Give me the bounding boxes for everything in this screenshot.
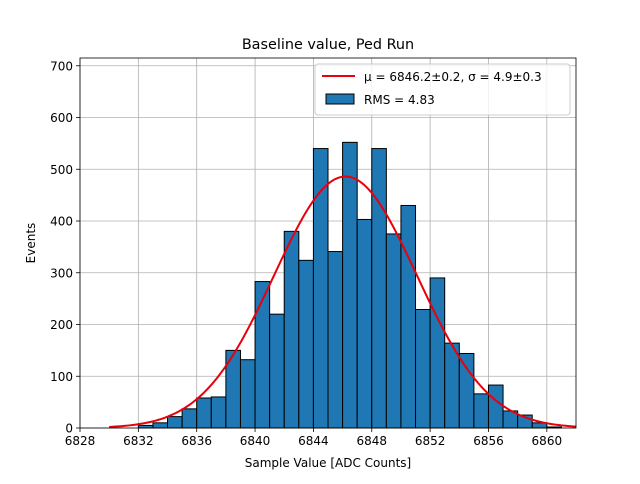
y-axis: 0 100 200 300 400 500 600 700: [50, 59, 80, 436]
legend-fit-label: μ = 6846.2±0.2, σ = 4.9±0.3: [364, 70, 542, 84]
x-tick-label: 6828: [65, 434, 96, 448]
x-axis-label: Sample Value [ADC Counts]: [245, 456, 411, 470]
histogram-bar: [152, 422, 169, 429]
histogram-bar: [298, 259, 314, 429]
histogram-bar: [429, 277, 446, 429]
legend-box: [314, 63, 571, 116]
histogram-bar: [444, 342, 460, 429]
y-tick-label: 300: [50, 266, 73, 280]
histogram-bar: [327, 251, 344, 429]
y-tick-label: 0: [65, 422, 73, 436]
histogram-bar: [210, 396, 227, 429]
histogram-bar: [181, 408, 198, 429]
histogram-bar: [415, 308, 431, 429]
histogram-bar: [167, 416, 183, 429]
x-axis: 6828 6832 6836 6840 6844 6848 6852 6856 6860: [65, 428, 562, 448]
histogram-bar: [385, 233, 402, 429]
plot-frame: [79, 57, 577, 429]
x-tick-label: 6852: [415, 434, 446, 448]
y-tick-label: 100: [50, 370, 73, 384]
legend-histogram-swatch: [325, 93, 355, 105]
x-tick-label: 6844: [298, 434, 329, 448]
histogram-bar: [196, 397, 212, 429]
x-tick-label: 6860: [532, 434, 563, 448]
y-tick-label: 500: [50, 163, 73, 177]
histogram-bar: [269, 313, 285, 429]
histogram-bar: [487, 384, 504, 429]
y-tick-label: 600: [50, 111, 73, 125]
histogram-bar: [283, 230, 300, 429]
histogram-bar: [356, 218, 373, 429]
x-tick-label: 6836: [181, 434, 212, 448]
histogram-bar: [371, 148, 387, 429]
legend: μ = 6846.2±0.2, σ = 4.9±0.3 RMS = 4.83: [314, 63, 571, 116]
histogram-bar: [400, 204, 417, 429]
gaussian-fit-curve: [109, 175, 577, 428]
histogram-bar: [342, 141, 358, 429]
histogram-bars: [137, 141, 562, 429]
x-tick-label: 6848: [356, 434, 387, 448]
y-axis-label: Events: [24, 223, 38, 264]
y-tick-label: 700: [50, 59, 73, 73]
histogram-bar: [473, 393, 489, 429]
histogram-bar: [239, 359, 256, 429]
legend-histogram-label: RMS = 4.83: [364, 93, 435, 107]
x-tick-label: 6856: [473, 434, 504, 448]
histogram-bar: [254, 281, 271, 429]
x-tick-label: 6832: [123, 434, 154, 448]
chart-title: Baseline value, Ped Run: [242, 37, 414, 53]
y-tick-label: 200: [50, 318, 73, 332]
y-tick-label: 400: [50, 215, 73, 229]
x-tick-label: 6840: [240, 434, 271, 448]
histogram-bar: [458, 352, 475, 429]
